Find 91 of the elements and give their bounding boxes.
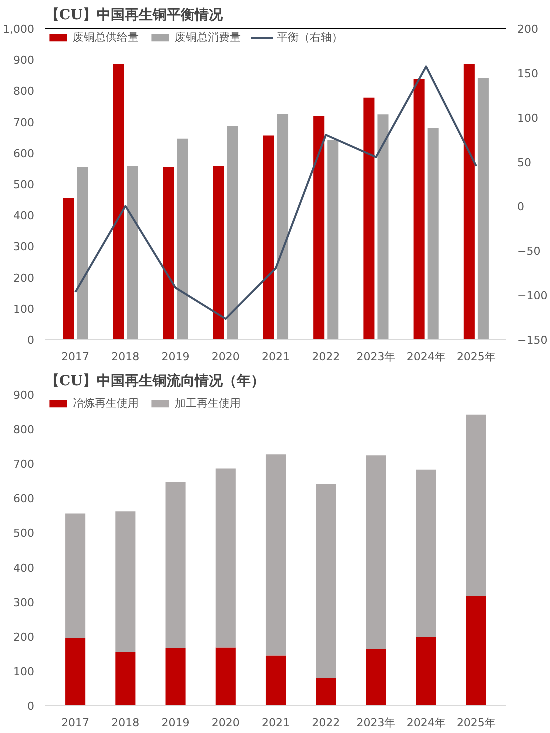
bar [127, 166, 138, 340]
x-tick-label: 2018 [112, 350, 140, 364]
y-tick-label: 300 [14, 596, 35, 610]
y-tick-label: 700 [14, 458, 35, 472]
bar [77, 168, 88, 340]
bar [278, 114, 289, 340]
x-tick-label: 2020 [212, 350, 240, 364]
bar [466, 414, 486, 596]
y2-tick-label: 0 [518, 200, 524, 214]
bar [216, 648, 236, 706]
bar [266, 454, 286, 656]
bar [66, 514, 86, 638]
legend-label: 冶炼再生使用 [73, 396, 139, 411]
x-tick-label: 2022 [312, 716, 340, 730]
y-tick-label: 400 [14, 210, 35, 223]
y-tick-label: 900 [14, 389, 35, 402]
x-tick-label: 2017 [62, 716, 90, 730]
y-tick-label: 900 [14, 54, 35, 68]
x-tick-label: 2020 [212, 716, 240, 730]
chart-title: 【CU】中国再生铜平衡情况 [46, 8, 224, 24]
y-tick-label: 500 [14, 527, 35, 540]
bar [216, 468, 236, 648]
y-tick-label: 600 [14, 147, 35, 160]
bar [316, 678, 336, 706]
y-tick-label: 800 [14, 85, 35, 98]
x-tick-label: 2021 [262, 716, 290, 730]
bar [478, 78, 489, 340]
bar [213, 166, 224, 340]
x-tick-label: 2019 [162, 350, 190, 364]
y-tick-label: 400 [14, 562, 35, 575]
x-tick-label: 2023年 [356, 716, 396, 730]
legend-label: 加工再生使用 [175, 396, 241, 411]
bar [416, 470, 436, 638]
y-tick-label: 100 [14, 302, 35, 316]
bar [227, 126, 238, 340]
bar [466, 596, 486, 706]
y2-tick-label: −100 [518, 290, 548, 303]
bar [364, 98, 375, 340]
y2-tick-label: 200 [518, 23, 538, 36]
bar [116, 652, 136, 706]
x-tick-label: 2017 [62, 350, 90, 364]
y-tick-label: 100 [14, 665, 35, 678]
line-series [74, 66, 478, 320]
y-tick-label: 300 [14, 240, 35, 254]
bar [378, 114, 389, 340]
bar [314, 116, 325, 340]
bar [428, 128, 439, 340]
x-tick-label: 2022 [312, 350, 340, 364]
y-tick-label: 600 [14, 492, 35, 506]
bar [414, 80, 425, 340]
x-tick-label: 2025年 [456, 350, 496, 364]
bar [416, 637, 436, 706]
y-tick-label: 200 [14, 272, 35, 285]
y-tick-label: 800 [14, 424, 35, 437]
x-tick-label: 2021 [262, 350, 290, 364]
y-tick-label: 1,000 [3, 23, 35, 36]
y-tick-label: 700 [14, 116, 35, 130]
bar [66, 638, 86, 706]
y2-tick-label: 100 [518, 112, 538, 125]
bar [113, 64, 124, 340]
bar [177, 138, 188, 340]
bar [166, 482, 186, 648]
bar [316, 484, 336, 679]
bar [266, 656, 286, 706]
x-tick-label: 2024年 [406, 716, 446, 730]
y-tick-label: 0 [28, 700, 34, 713]
bar [263, 136, 274, 340]
bar [63, 198, 74, 340]
bar [464, 64, 475, 340]
y2-tick-label: 50 [518, 156, 532, 170]
legend-label: 废铜总供给量 [73, 30, 139, 45]
bar [366, 650, 386, 706]
y-tick-label: 0 [28, 334, 34, 347]
y2-tick-label: 150 [518, 67, 538, 80]
y-tick-label: 500 [14, 178, 35, 192]
legend-label: 平衡（右轴） [277, 30, 343, 45]
bar [166, 648, 186, 706]
x-tick-label: 2025年 [456, 716, 496, 730]
x-tick-label: 2024年 [406, 350, 446, 364]
y2-tick-label: −150 [518, 334, 548, 347]
bar [163, 168, 174, 340]
chart-title: 【CU】中国再生铜流向情况（年） [46, 372, 265, 390]
x-tick-label: 2023年 [356, 350, 396, 364]
y2-tick-label: −50 [518, 245, 541, 258]
x-tick-label: 2019 [162, 716, 190, 730]
legend-label: 废铜总消费量 [175, 30, 241, 45]
bar [328, 140, 339, 340]
bar [366, 456, 386, 650]
x-tick-label: 2018 [112, 716, 140, 730]
y-tick-label: 200 [14, 630, 35, 644]
bar [116, 512, 136, 652]
